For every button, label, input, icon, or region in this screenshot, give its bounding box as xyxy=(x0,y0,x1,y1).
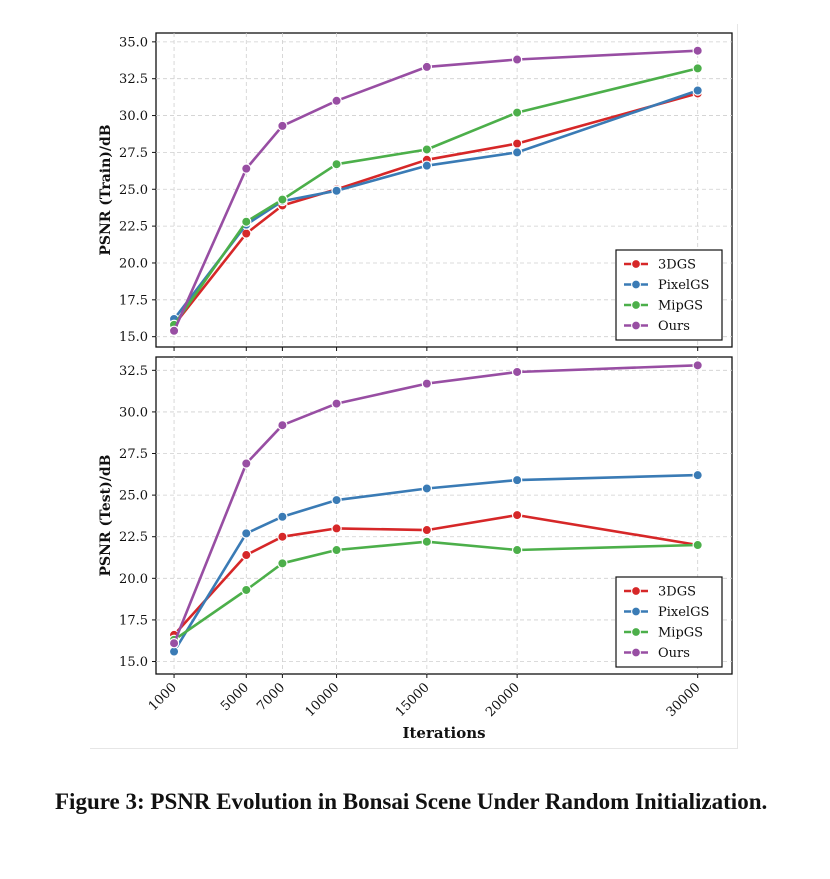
test-point-3dgs xyxy=(511,509,523,521)
train-point-ours xyxy=(331,95,342,107)
train-point-pixelgs xyxy=(511,147,523,158)
test-legend-marker-ours xyxy=(631,647,641,658)
train-point-ours xyxy=(241,163,252,174)
train-point-mipgs xyxy=(331,159,342,170)
test-point-pixelgs xyxy=(511,474,523,486)
x-axis-label: Iterations xyxy=(402,724,485,742)
train-point-mipgs xyxy=(277,194,288,205)
test-legend-label-ours: Ours xyxy=(658,646,690,661)
test-y-tick-label: 27.5 xyxy=(119,447,148,462)
train-point-mipgs xyxy=(421,144,433,155)
test-point-ours xyxy=(421,378,433,389)
x-tick-label: 15000 xyxy=(393,680,433,720)
test-point-ours xyxy=(692,360,703,371)
test-psnr-panel: 15.0 17.5 20.0 22.5 25.0 27.5 30.0 32.5 1000 500… xyxy=(98,356,733,742)
train-point-ours xyxy=(277,120,288,132)
train-y-tick-label: 25.0 xyxy=(119,183,148,198)
train-point-mipgs xyxy=(511,107,523,118)
figure-caption: Figure 3: PSNR Evolution in Bonsai Scene… xyxy=(55,789,768,814)
x-tick-label: 10000 xyxy=(303,680,343,720)
train-point-mipgs xyxy=(692,63,703,74)
test-point-mipgs xyxy=(421,536,433,547)
train-psnr-panel: 15.0 17.5 20.0 22.5 25.0 27.5 30.0 32.5 35.0 PSN… xyxy=(98,32,733,351)
test-point-pixelgs xyxy=(692,469,703,481)
train-point-pixelgs xyxy=(421,160,433,171)
x-tick-label: 20000 xyxy=(483,680,523,720)
train-point-ours xyxy=(511,54,523,65)
train-point-ours xyxy=(692,45,703,56)
train-y-tick-label: 32.5 xyxy=(119,72,148,87)
test-y-axis-label: PSNR (Test)/dB xyxy=(98,454,114,576)
test-point-pixelgs xyxy=(241,528,252,539)
x-tick-label: 1000 xyxy=(146,680,180,714)
test-legend-marker-3dgs xyxy=(631,586,641,596)
test-point-3dgs xyxy=(241,549,252,561)
test-legend-label-mipgs: MipGS xyxy=(658,626,703,641)
train-legend-label-pixelgs: PixelGS xyxy=(658,278,709,293)
x-tick-label: 5000 xyxy=(218,680,252,714)
test-legend-label-pixelgs: PixelGS xyxy=(658,605,709,620)
train-point-mipgs xyxy=(241,216,252,227)
test-legend-marker-mipgs xyxy=(631,627,641,637)
test-y-tick-label: 32.5 xyxy=(119,364,148,379)
train-y-tick-label: 30.0 xyxy=(119,109,148,124)
train-y-tick-label: 27.5 xyxy=(119,146,148,161)
train-point-pixelgs xyxy=(692,85,703,96)
train-legend: 3DGS PixelGS MipGS Ours xyxy=(615,249,723,341)
test-point-3dgs xyxy=(331,523,342,534)
train-legend-marker-3dgs xyxy=(631,259,641,269)
test-point-mipgs xyxy=(277,558,288,569)
figure-frame xyxy=(90,24,738,749)
test-point-ours xyxy=(241,458,252,469)
train-point-ours xyxy=(421,61,433,73)
train-y-axis-label: PSNR (Train)/dB xyxy=(98,124,114,255)
test-point-mipgs xyxy=(241,584,252,596)
test-point-ours xyxy=(277,420,288,431)
test-y-tick-label: 25.0 xyxy=(119,489,148,504)
train-legend-label-3dgs: 3DGS xyxy=(658,258,696,273)
test-point-pixelgs xyxy=(277,511,288,522)
test-legend: 3DGS PixelGS MipGS Ours xyxy=(615,576,723,668)
train-legend-marker-pixelgs xyxy=(631,279,641,290)
test-point-mipgs xyxy=(331,544,342,556)
test-legend-marker-pixelgs xyxy=(631,606,641,617)
train-y-tick-label: 15.0 xyxy=(119,330,148,345)
train-y-tick-label: 22.5 xyxy=(119,220,148,235)
train-legend-label-mipgs: MipGS xyxy=(658,299,703,314)
test-point-ours xyxy=(331,398,342,409)
train-legend-label-ours: Ours xyxy=(658,319,690,334)
train-y-tick-label: 35.0 xyxy=(119,35,148,50)
test-point-ours xyxy=(511,366,523,378)
test-point-ours xyxy=(168,638,180,649)
test-point-mipgs xyxy=(511,544,523,556)
x-tick-label: 7000 xyxy=(254,680,288,714)
train-point-3dgs xyxy=(511,138,523,149)
test-legend-label-3dgs: 3DGS xyxy=(658,585,696,600)
test-point-pixelgs xyxy=(421,483,433,494)
test-y-tick-label: 22.5 xyxy=(119,530,148,545)
test-y-tick-label: 20.0 xyxy=(119,572,148,587)
test-point-3dgs xyxy=(421,524,433,536)
train-legend-marker-ours xyxy=(631,320,641,331)
train-y-tick-label: 20.0 xyxy=(119,256,148,271)
train-y-tick-label: 17.5 xyxy=(119,293,148,308)
test-y-tick-label: 15.0 xyxy=(119,655,148,670)
x-tick-label: 30000 xyxy=(664,680,704,720)
test-y-tick-label: 17.5 xyxy=(119,613,148,628)
test-point-3dgs xyxy=(277,531,288,542)
train-point-pixelgs xyxy=(331,185,342,196)
test-point-mipgs xyxy=(692,539,703,551)
test-y-tick-label: 30.0 xyxy=(119,405,148,420)
train-point-ours xyxy=(168,325,180,336)
train-legend-marker-mipgs xyxy=(631,300,641,310)
test-point-pixelgs xyxy=(331,494,342,506)
